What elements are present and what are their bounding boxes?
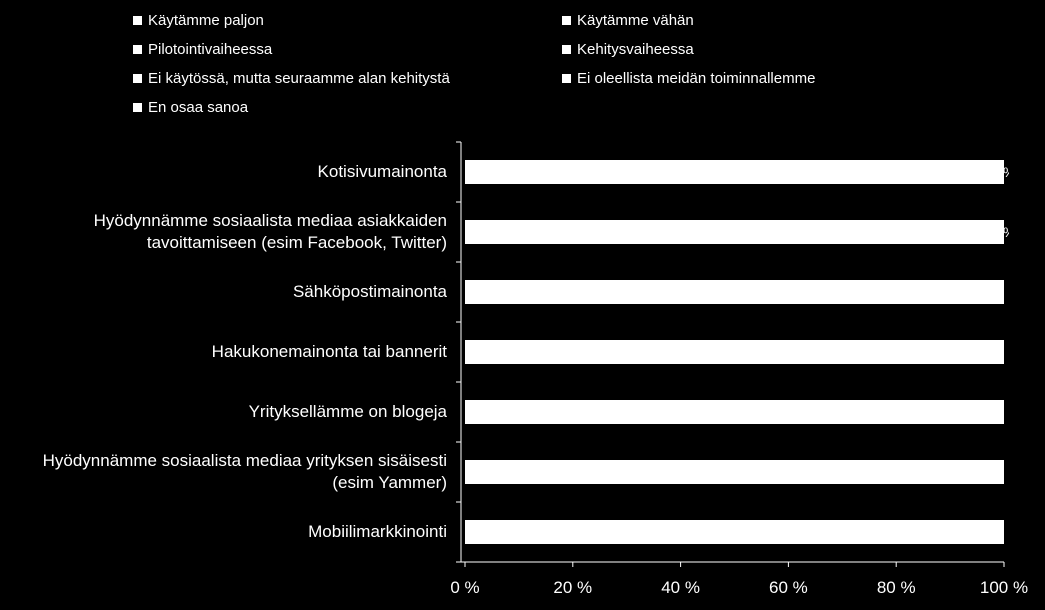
legend-swatch <box>133 74 142 83</box>
category-label-line: Yrityksellämme on blogeja <box>248 402 447 421</box>
bar <box>465 400 1004 424</box>
category-label-line: Sähköpostimainonta <box>292 282 447 301</box>
category-label: Yrityksellämme on blogeja <box>249 401 447 423</box>
legend-swatch <box>562 16 571 25</box>
legend-item: Käytämme vähän <box>562 12 694 29</box>
x-tick-label: 60 % <box>769 578 808 597</box>
category-label: Hakukonemainonta tai bannerit <box>212 341 447 363</box>
bar <box>465 340 1004 364</box>
legend-label: Pilotointivaiheessa <box>148 41 273 58</box>
category-label-line: Kotisivumainonta <box>317 162 447 181</box>
data-label: % <box>1003 224 1009 240</box>
category-label: Hyödynnämme sosiaalista mediaa asiakkaid… <box>94 210 447 254</box>
legend-swatch <box>133 103 142 112</box>
legend-label: Ei käytössä, mutta seuraamme alan kehity… <box>148 70 450 87</box>
x-tick-label: 40 % <box>661 578 700 597</box>
category-label-line: Mobiilimarkkinointi <box>308 522 447 541</box>
category-label-line: (esim Yammer) <box>332 473 447 492</box>
legend-label: Käytämme paljon <box>148 12 264 29</box>
category-label-line: Hyödynnämme sosiaalista mediaa yrityksen… <box>42 451 447 470</box>
legend-label: Käytämme vähän <box>577 12 694 29</box>
bar <box>465 220 1004 244</box>
x-tick-label: 20 % <box>553 578 593 597</box>
legend-item: Pilotointivaiheessa <box>133 41 272 58</box>
legend-label: Ei oleellista meidän toiminnallemme <box>577 70 816 87</box>
legend-swatch <box>133 16 142 25</box>
legend-label: Kehitysvaiheessa <box>577 41 694 58</box>
category-label-line: Hyödynnämme sosiaalista mediaa asiakkaid… <box>93 211 447 230</box>
legend-item: Kehitysvaiheessa <box>562 41 694 58</box>
legend-item: Ei oleellista meidän toiminnallemme <box>562 70 815 87</box>
data-label: % <box>1003 164 1009 180</box>
legend-swatch <box>562 74 571 83</box>
bar <box>465 520 1004 544</box>
category-label: Hyödynnämme sosiaalista mediaa yrityksen… <box>43 450 447 494</box>
legend-swatch <box>562 45 571 54</box>
bar <box>465 460 1004 484</box>
legend-swatch <box>133 45 142 54</box>
category-label: Mobiilimarkkinointi <box>308 521 447 543</box>
legend-label: En osaa sanoa <box>148 99 249 116</box>
bar <box>465 160 1004 184</box>
legend-item: En osaa sanoa <box>133 99 248 116</box>
category-label-line: tavoittamiseen (esim Facebook, Twitter) <box>146 233 447 252</box>
category-label: Sähköpostimainonta <box>293 281 447 303</box>
x-tick-label: 0 % <box>450 578 480 597</box>
legend: Käytämme paljon Käytämme vähän Pilotointiv… <box>0 0 1045 140</box>
x-tick-label: 100 % <box>979 578 1029 597</box>
legend-item: Käytämme paljon <box>133 12 264 29</box>
legend-item: Ei käytössä, mutta seuraamme alan kehity… <box>133 70 450 87</box>
category-label: Kotisivumainonta <box>318 161 447 183</box>
category-label-line: Hakukonemainonta tai bannerit <box>211 342 447 361</box>
bar <box>465 280 1004 304</box>
x-tick-label: 80 % <box>876 578 916 597</box>
